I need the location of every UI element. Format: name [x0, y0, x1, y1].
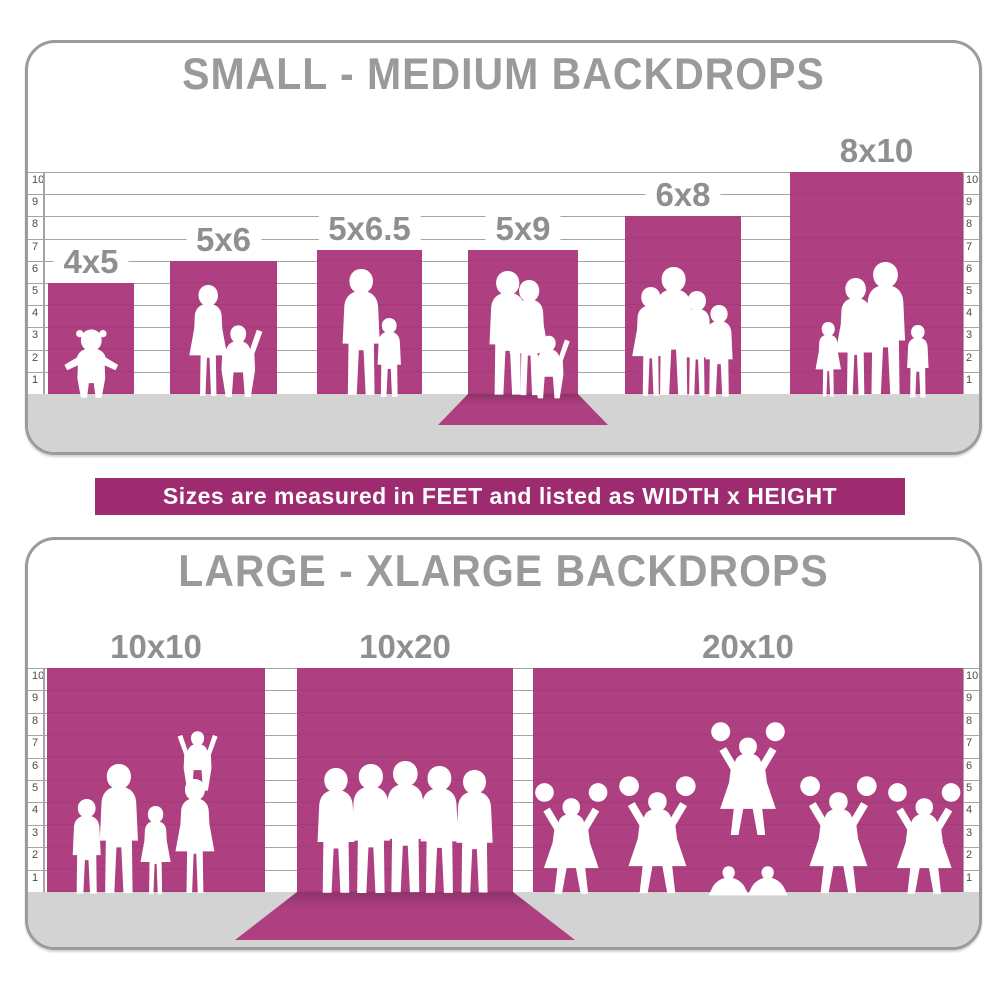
- y-tick-left-7: 7: [32, 240, 39, 253]
- cheerleader-silhouette-icon: [534, 782, 609, 898]
- panel-large-xlarge: LARGE - XLARGE BACKDROPS 1 1 2 2 3 3 4 4 5 5 6 6 7 7 8…: [25, 537, 982, 950]
- man-silhouette-icon: [449, 770, 500, 898]
- y-tick-left-1: 1: [32, 871, 39, 884]
- backdrop-bar-10x20: [297, 668, 513, 892]
- y-tick-right-9: 9: [966, 196, 973, 209]
- ruler-line-right: [962, 172, 964, 394]
- size-label-20x10: 20x10: [692, 630, 804, 664]
- size-label-5x6: 5x6: [185, 222, 262, 257]
- ruler-line-right: [962, 668, 964, 892]
- cheerleader-silhouette-icon: [618, 775, 697, 898]
- child-silhouette-icon: [211, 313, 266, 400]
- y-tick-right-5: 5: [966, 782, 973, 794]
- y-tick-right-9: 9: [966, 692, 973, 705]
- y-tick-left-6: 6: [32, 262, 39, 275]
- y-tick-left-1: 1: [32, 373, 39, 386]
- y-tick-right-10: 10: [966, 670, 979, 682]
- backdrop-bar-20x10: [533, 668, 963, 892]
- ruler-line-left: [43, 172, 45, 394]
- cheerleader-silhouette-icon: [799, 775, 878, 898]
- y-tick-right-8: 8: [966, 714, 973, 727]
- backdrop-bar-5x6: [170, 260, 277, 394]
- backdrop-bar-5x9: [468, 249, 578, 394]
- backdrop-bar-5x6.5: [317, 249, 422, 394]
- y-tick-left-4: 4: [32, 307, 39, 320]
- y-tick-left-8: 8: [32, 714, 39, 727]
- y-tick-right-5: 5: [966, 285, 973, 297]
- y-tick-left-2: 2: [32, 351, 39, 364]
- y-tick-right-3: 3: [966, 329, 973, 342]
- floor-sweep-10x20: [235, 892, 575, 940]
- child-on-shoulders-silhouette-icon: [175, 721, 220, 793]
- woman-silhouette-icon: [170, 779, 220, 898]
- size-label-8x10: 8x10: [829, 134, 924, 168]
- unit-note-text: Sizes are measured in FEET and listed as…: [162, 483, 838, 509]
- size-label-4x5: 4x5: [53, 245, 129, 279]
- y-tick-left-10: 10: [32, 670, 45, 682]
- y-tick-left-10: 10: [32, 174, 45, 186]
- size-label-5x6.5: 5x6.5: [318, 211, 421, 246]
- y-tick-right-8: 8: [966, 218, 973, 231]
- floor-sweep-5x9: [438, 394, 608, 425]
- y-tick-right-10: 10: [966, 174, 979, 186]
- boy-silhouette-icon: [372, 318, 406, 400]
- size-label-6x8: 6x8: [645, 178, 721, 213]
- y-tick-left-9: 9: [32, 692, 39, 705]
- y-tick-left-8: 8: [32, 218, 39, 231]
- y-tick-right-4: 4: [966, 307, 973, 320]
- y-tick-right-4: 4: [966, 804, 973, 817]
- gridline-10ft: [28, 172, 979, 173]
- y-tick-right-2: 2: [966, 351, 973, 364]
- y-tick-right-7: 7: [966, 240, 973, 253]
- base-silhouette-icon: [745, 864, 790, 898]
- gridline-9ft: [28, 194, 979, 196]
- boy-silhouette-icon: [699, 305, 739, 400]
- y-tick-right-3: 3: [966, 826, 973, 839]
- y-tick-right-7: 7: [966, 737, 973, 750]
- y-tick-left-7: 7: [32, 737, 39, 750]
- panel-small-medium-title: SMALL - MEDIUM BACKDROPS: [182, 49, 825, 99]
- y-tick-left-5: 5: [32, 782, 39, 794]
- y-tick-left-6: 6: [32, 759, 39, 772]
- flyer-silhouette-icon: [710, 721, 786, 840]
- size-label-5x9: 5x9: [485, 211, 561, 246]
- y-tick-left-3: 3: [32, 826, 39, 839]
- boy-silhouette-icon: [902, 325, 934, 400]
- y-tick-right-1: 1: [966, 373, 973, 386]
- y-tick-left-9: 9: [32, 196, 39, 209]
- backdrop-bar-8x10: [790, 172, 963, 394]
- y-tick-right-6: 6: [966, 759, 973, 772]
- y-tick-left-2: 2: [32, 849, 39, 862]
- size-label-10x10: 10x10: [100, 630, 212, 664]
- backdrop-bar-10x10: [47, 668, 265, 892]
- y-tick-right-1: 1: [966, 871, 973, 884]
- panel-large-xlarge-title: LARGE - XLARGE BACKDROPS: [178, 546, 829, 596]
- backdrop-bar-4x5: [48, 283, 134, 394]
- chart-large-xlarge: 1 1 2 2 3 3 4 4 5 5 6 6 7 7 8 8 9 9 10 10 10x10 10x20 20x10: [28, 540, 979, 947]
- y-tick-left-4: 4: [32, 804, 39, 817]
- size-label-10x20: 10x20: [349, 630, 461, 664]
- panel-small-medium: SMALL - MEDIUM BACKDROPS 1 1 2 2 3 3 4 4 5 5 6 6 7 7 8…: [25, 40, 982, 455]
- chart-small-medium: 1 1 2 2 3 3 4 4 5 5 6 6 7 7 8 8 9 9 10 10 4x5 5x6 5x6.5 5x9 6x8 8…: [28, 43, 979, 452]
- y-tick-left-5: 5: [32, 285, 39, 297]
- unit-note-banner: Sizes are measured in FEET and listed as…: [95, 478, 905, 515]
- y-tick-left-3: 3: [32, 329, 39, 342]
- cheerleader-silhouette-icon: [887, 782, 962, 898]
- y-tick-right-2: 2: [966, 849, 973, 862]
- ruler-line-left: [43, 668, 45, 892]
- y-tick-right-6: 6: [966, 262, 973, 275]
- backdrop-bar-6x8: [625, 216, 741, 394]
- child-silhouette-icon: [525, 325, 573, 400]
- toddler-silhouette-icon: [62, 327, 121, 400]
